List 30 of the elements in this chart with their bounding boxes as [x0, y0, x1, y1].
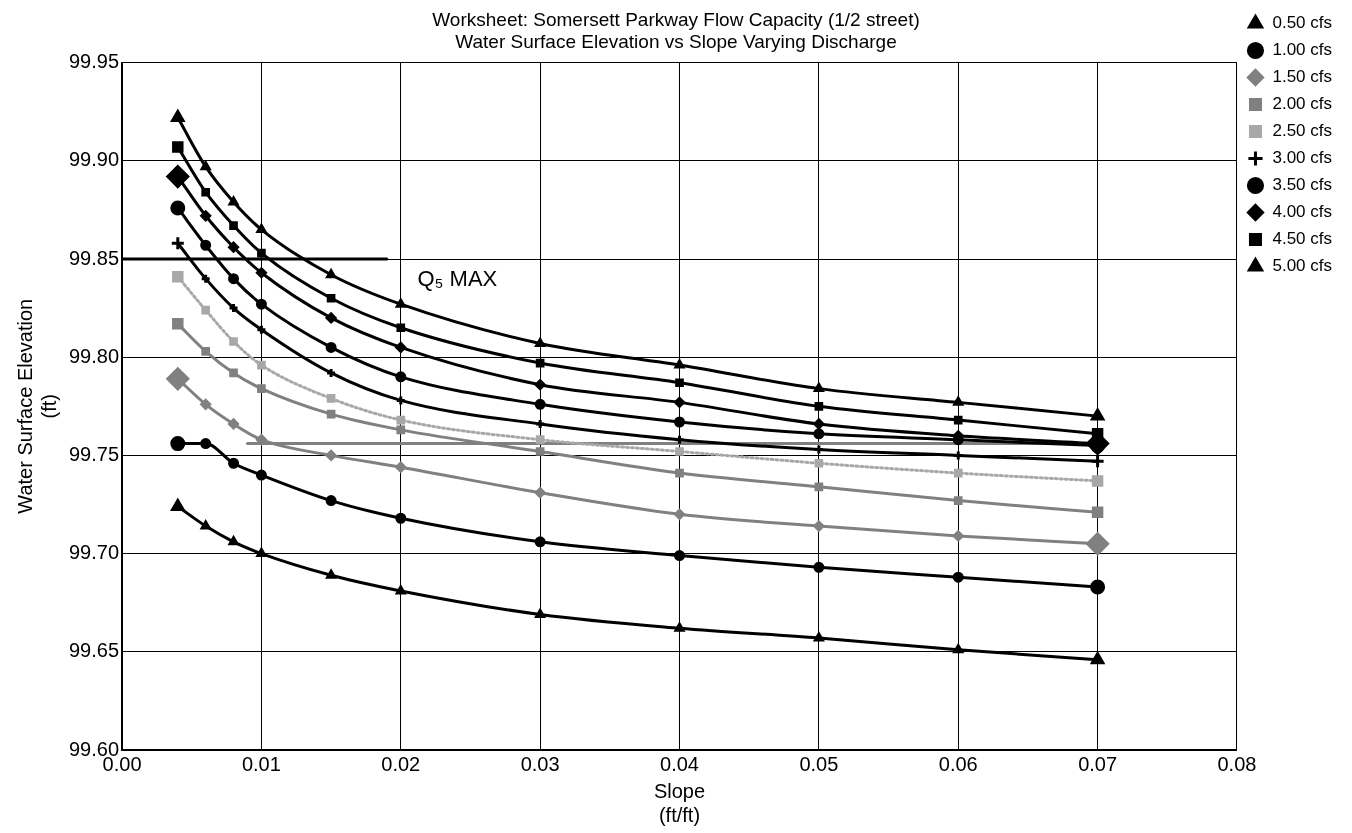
x-tick-label: 0.06	[938, 752, 978, 775]
x-tick-label: 0.05	[799, 752, 839, 775]
y-tick-label: 99.80	[68, 344, 120, 367]
y-tick-label: 99.85	[68, 246, 120, 269]
y-tick-label: 99.65	[68, 639, 120, 662]
legend-label: 3.50 cfs	[1272, 175, 1333, 195]
x-tick-label: 0.01	[241, 752, 281, 775]
x-tick-label: 0.04	[660, 752, 699, 775]
legend-label: 1.00 cfs	[1272, 40, 1333, 60]
x-tick-label: 0.03	[520, 752, 560, 775]
legend-label: 2.50 cfs	[1272, 121, 1333, 141]
x-axis-title: Slope (ft/ft)	[653, 779, 706, 826]
x-tick-label: 0.07	[1078, 752, 1118, 775]
chart-title: Worksheet: Somersett Parkway Flow Capacity (1/2 street)	[432, 8, 920, 30]
annotation: Q₅ MAX	[417, 265, 498, 291]
chart-subtitle: Water Surface Elevation vs Slope Varying Discharge	[455, 31, 897, 53]
y-tick-label: 99.90	[68, 148, 120, 171]
y-tick-label: 99.70	[68, 541, 120, 564]
legend-label: 0.50 cfs	[1272, 13, 1333, 33]
y-tick-label: 99.95	[68, 50, 120, 73]
legend-label: 3.00 cfs	[1272, 148, 1333, 168]
x-tick-label: 0.02	[381, 752, 421, 775]
legend-label: 2.00 cfs	[1272, 94, 1333, 114]
legend-label: 5.00 cfs	[1272, 256, 1333, 276]
legend-label: 1.50 cfs	[1272, 67, 1333, 87]
y-axis-title: Water Surface Elevation (ft)	[13, 298, 60, 514]
x-tick-label: 0.08	[1217, 752, 1257, 775]
legend-label: 4.00 cfs	[1272, 202, 1333, 222]
y-tick-label: 99.75	[68, 442, 120, 465]
legend-label: 4.50 cfs	[1272, 229, 1333, 249]
